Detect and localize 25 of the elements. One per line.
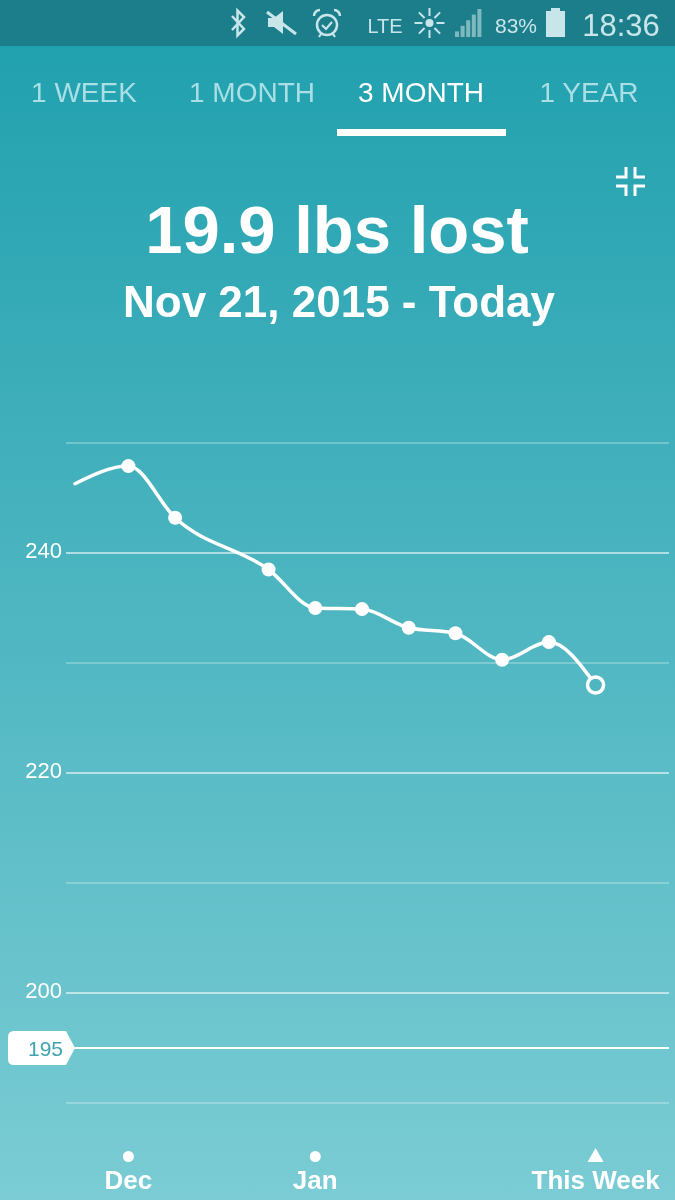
chart-subtitle: Nov 21, 2015 - Today: [122, 277, 556, 326]
point: [541, 635, 556, 650]
point: [401, 620, 416, 635]
point: [261, 562, 276, 577]
point: [308, 601, 323, 615]
point: [495, 652, 510, 667]
text: 3 MONTH: [358, 77, 484, 108]
text: 18:36: [582, 8, 660, 43]
y-tick-label: 200: [25, 978, 62, 1003]
y-tick-label: 220: [25, 758, 62, 783]
chart-title: 19.9 lbs lost: [145, 192, 529, 267]
point: [168, 510, 183, 525]
text: 1 YEAR: [539, 77, 639, 108]
ref-line-label: 195: [27, 1036, 63, 1060]
text: 83%: [494, 14, 538, 37]
text: 1 WEEK: [31, 77, 138, 108]
point: [448, 626, 463, 641]
x-tick-label: Dec: [104, 1165, 153, 1195]
text: LTE: [367, 15, 403, 37]
x-tick-label: Jan: [292, 1165, 338, 1195]
point: [121, 459, 136, 474]
point: [354, 602, 369, 617]
text: 1 MONTH: [189, 77, 315, 108]
x-tick-label: This Week: [531, 1165, 661, 1195]
y-tick-label: 240: [25, 538, 62, 563]
